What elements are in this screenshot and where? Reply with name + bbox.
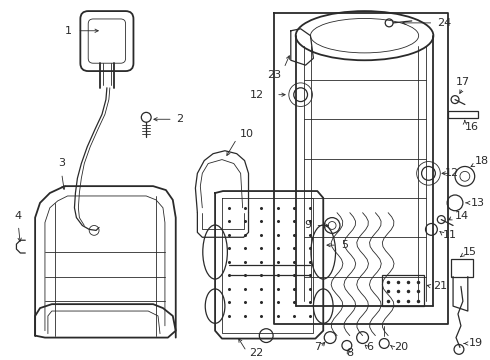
Text: 15: 15: [463, 247, 477, 257]
Text: 11: 11: [443, 230, 457, 240]
Text: 9: 9: [304, 220, 312, 230]
Text: 23: 23: [267, 70, 281, 80]
Text: 12: 12: [250, 90, 264, 100]
Text: 3: 3: [58, 158, 65, 168]
Text: 7: 7: [314, 342, 321, 352]
Text: 20: 20: [394, 342, 408, 352]
Text: 1: 1: [65, 26, 72, 36]
Text: 16: 16: [465, 122, 479, 132]
Text: 4: 4: [15, 211, 22, 221]
Text: 18: 18: [475, 156, 489, 166]
Text: 24: 24: [438, 18, 452, 28]
Text: 13: 13: [471, 198, 485, 208]
Text: 19: 19: [469, 338, 483, 348]
Text: 2: 2: [176, 114, 183, 124]
Text: 14: 14: [455, 211, 469, 221]
Text: 5: 5: [341, 240, 348, 250]
Text: 22: 22: [249, 348, 264, 358]
Bar: [382, 275, 423, 306]
Text: 12: 12: [445, 168, 459, 178]
Text: 21: 21: [433, 282, 447, 292]
Text: 8: 8: [346, 348, 353, 358]
Text: 6: 6: [367, 342, 373, 352]
Bar: [448, 111, 478, 118]
Text: 17: 17: [456, 77, 470, 87]
Bar: [451, 259, 473, 276]
Text: 10: 10: [240, 129, 254, 139]
